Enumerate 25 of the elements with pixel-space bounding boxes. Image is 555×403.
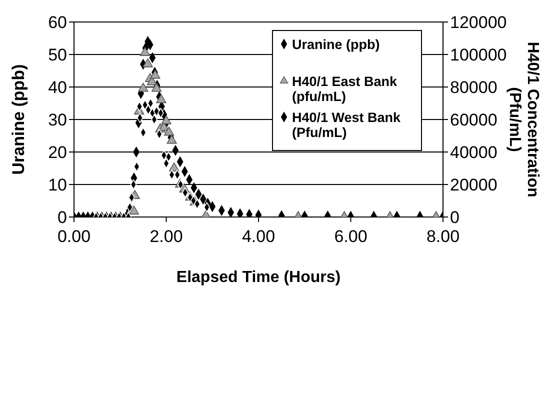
y2-tick-label: 100000 xyxy=(450,46,507,65)
y-tick-label: 60 xyxy=(48,13,67,32)
x-tick-label: 4.00 xyxy=(242,227,276,246)
y-tick-label: 40 xyxy=(48,78,67,98)
y2-tick-label: 80000 xyxy=(450,78,498,98)
x-tick-label: 2.00 xyxy=(150,227,183,246)
x-tick-label: 8.00 xyxy=(426,227,460,246)
y2-tick-label: 40000 xyxy=(450,143,498,162)
y2-tick-label: 120000 xyxy=(450,13,507,32)
y-tick-label: 20 xyxy=(48,143,67,162)
y-tick-label: 10 xyxy=(48,176,67,195)
legend-label: H40/1 East Bank (pfu/mL) xyxy=(292,74,398,104)
y2-tick-label: 0 xyxy=(450,208,460,228)
x-tick-label: 0.00 xyxy=(57,227,91,246)
x-tick-label: 6.00 xyxy=(334,227,368,246)
y-tick-label: 0 xyxy=(58,208,67,228)
y2-axis-title: H40/1 Concentration (Pfu/mL) xyxy=(506,42,541,198)
x-axis-title: Elapsed Time (Hours) xyxy=(176,269,341,286)
legend-label: Uranine (ppb) xyxy=(292,37,380,52)
y2-tick-label: 60000 xyxy=(450,110,498,130)
y-tick-label: 30 xyxy=(48,110,67,130)
y-tick-label: 50 xyxy=(48,46,67,65)
y2-tick-label: 20000 xyxy=(450,176,498,195)
legend-label: H40/1 West Bank (Pfu/mL) xyxy=(292,110,402,140)
y-axis-title: Uranine (ppb) xyxy=(9,64,28,175)
